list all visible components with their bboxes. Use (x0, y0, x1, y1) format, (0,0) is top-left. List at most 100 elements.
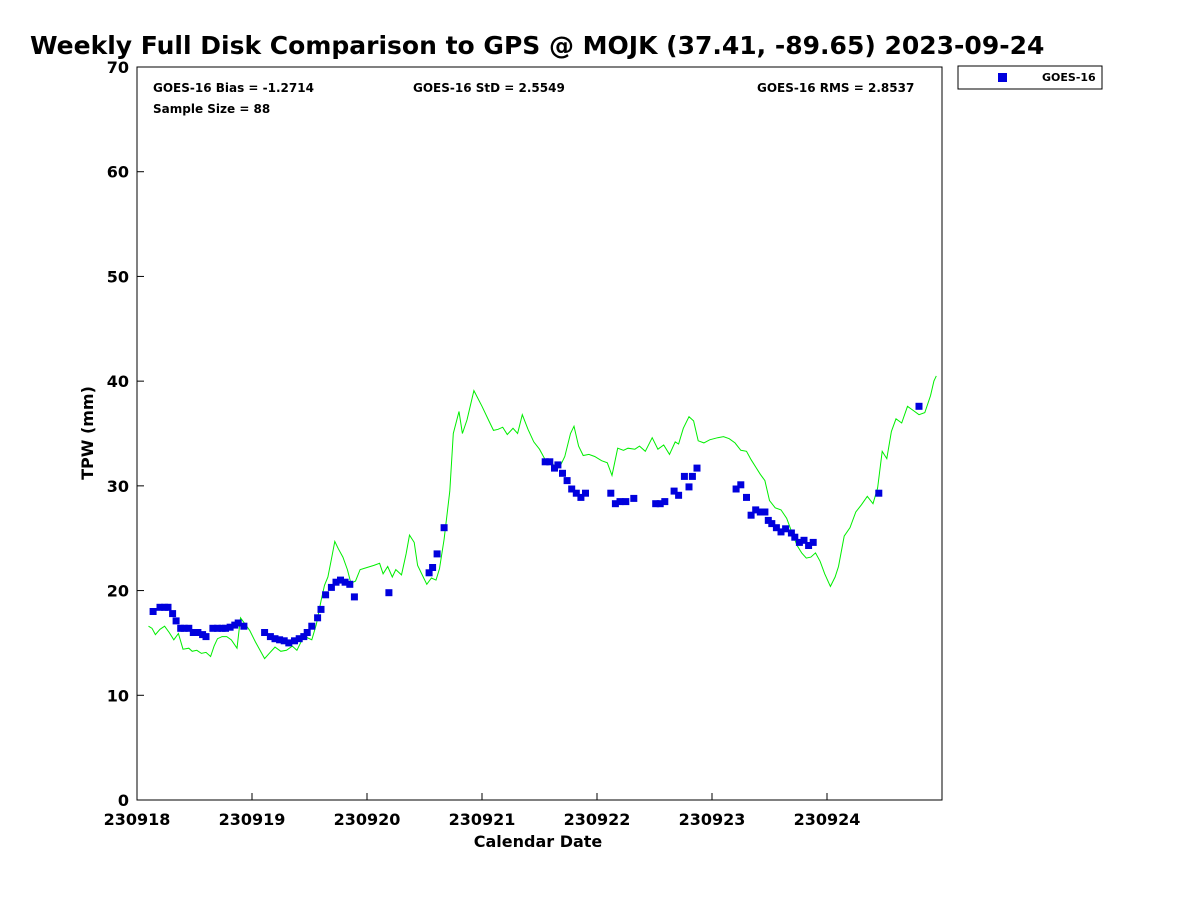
goes16-point (572, 489, 580, 497)
stat-sample-size: Sample Size = 88 (153, 102, 270, 116)
goes16-point (327, 583, 335, 591)
goes16-point (795, 538, 803, 546)
goes16-point (875, 489, 883, 497)
goes16-point (688, 472, 696, 480)
goes16-point (276, 636, 284, 644)
stat-rms: GOES-16 RMS = 2.8537 (757, 81, 914, 95)
y-axis-label: TPW (mm) (78, 386, 97, 480)
goes16-point (559, 469, 566, 477)
goes16-point (280, 637, 288, 645)
goes16-point (322, 591, 330, 599)
goes16-point (809, 538, 817, 546)
goes16-point (630, 494, 638, 502)
goes16-point (616, 498, 624, 506)
goes16-point (214, 624, 221, 632)
goes16-point (317, 605, 325, 613)
goes16-point (202, 633, 210, 641)
goes16-point (756, 508, 764, 516)
x-tick-label: 230922 (564, 810, 631, 829)
goes16-point (656, 500, 664, 508)
x-tick-label: 230924 (794, 810, 861, 829)
goes16-point (303, 629, 311, 636)
goes16-point (337, 576, 344, 584)
y-axis-ticks: 0 10 20 30 40 50 60 70 (107, 58, 144, 810)
goes16-point (685, 483, 693, 491)
goes16-point (582, 489, 589, 497)
goes16-point (291, 637, 298, 645)
goes16-point (226, 623, 234, 631)
legend-label-goes16: GOES-16 (1042, 71, 1096, 84)
gps-line (148, 375, 937, 660)
goes16-point (429, 564, 437, 571)
goes16-point (433, 550, 441, 558)
goes16-point (680, 472, 688, 480)
x-tick-label: 230918 (104, 810, 171, 829)
gps-series-layer (148, 375, 937, 660)
goes16-point (185, 624, 193, 632)
goes16-point (346, 580, 354, 588)
goes16-point (768, 520, 776, 528)
legend-marker-goes16 (998, 73, 1007, 82)
goes16-point (189, 629, 197, 636)
goes16-point (546, 458, 554, 466)
legend-box (957, 65, 1103, 90)
goes16-point (240, 622, 248, 630)
x-tick-label: 230920 (334, 810, 401, 829)
goes16-point (440, 524, 448, 532)
goes16-point (761, 508, 769, 516)
goes16-point (300, 633, 308, 641)
goes16-point (568, 485, 576, 493)
y-tick-label: 70 (107, 58, 129, 77)
y-tick-label: 10 (107, 686, 129, 705)
goes16-point (180, 624, 188, 632)
goes16-point (787, 529, 795, 537)
stat-bias: GOES-16 Bias = -1.2714 (153, 81, 314, 95)
goes16-point (332, 578, 340, 586)
goes16-point (661, 498, 669, 506)
goes16-point (285, 639, 293, 647)
chart-title: Weekly Full Disk Comparison to GPS @ MOJ… (30, 31, 1044, 60)
goes16-point (156, 603, 164, 611)
goes16-point (782, 525, 790, 533)
goes16-point (563, 477, 571, 485)
goes16-point (652, 500, 660, 508)
goes16-point (732, 485, 740, 493)
goes16-point (541, 458, 549, 466)
y-tick-label: 60 (107, 163, 129, 182)
goes16-point (169, 610, 177, 618)
goes16-point (800, 536, 808, 544)
y-tick-label: 30 (107, 477, 129, 496)
goes16-point (308, 622, 316, 630)
goes16-point (752, 506, 760, 514)
goes16-point (607, 489, 615, 497)
legend: GOES-16 (957, 65, 1103, 90)
x-axis-ticks: 230918 230919 230920 230921 230922 230923 2309… (104, 793, 861, 829)
y-tick-label: 20 (107, 582, 129, 601)
x-tick-label: 230923 (679, 810, 746, 829)
goes16-point (737, 481, 745, 489)
goes16-point (743, 493, 750, 501)
goes16-point (915, 402, 923, 410)
goes16-point (747, 511, 755, 519)
goes16-point (791, 533, 799, 541)
goes16-point (577, 493, 585, 501)
goes16-point (425, 569, 433, 577)
goes16-point (341, 578, 349, 586)
goes16-point (675, 491, 683, 499)
goes16-point (172, 617, 180, 625)
goes16-point (164, 603, 172, 611)
goes16-point (209, 624, 217, 632)
goes16-point (194, 629, 202, 636)
goes16-point (805, 542, 813, 549)
stat-std: GOES-16 StD = 2.5549 (413, 81, 565, 95)
goes16-point (772, 524, 780, 532)
goes16-point (149, 608, 157, 615)
goes16-point (266, 633, 274, 641)
x-tick-label: 230919 (219, 810, 286, 829)
goes16-point (271, 635, 279, 643)
goes16-point (693, 464, 701, 472)
goes16-point (385, 589, 393, 597)
y-tick-label: 0 (118, 791, 129, 810)
goes16-point (611, 500, 619, 508)
